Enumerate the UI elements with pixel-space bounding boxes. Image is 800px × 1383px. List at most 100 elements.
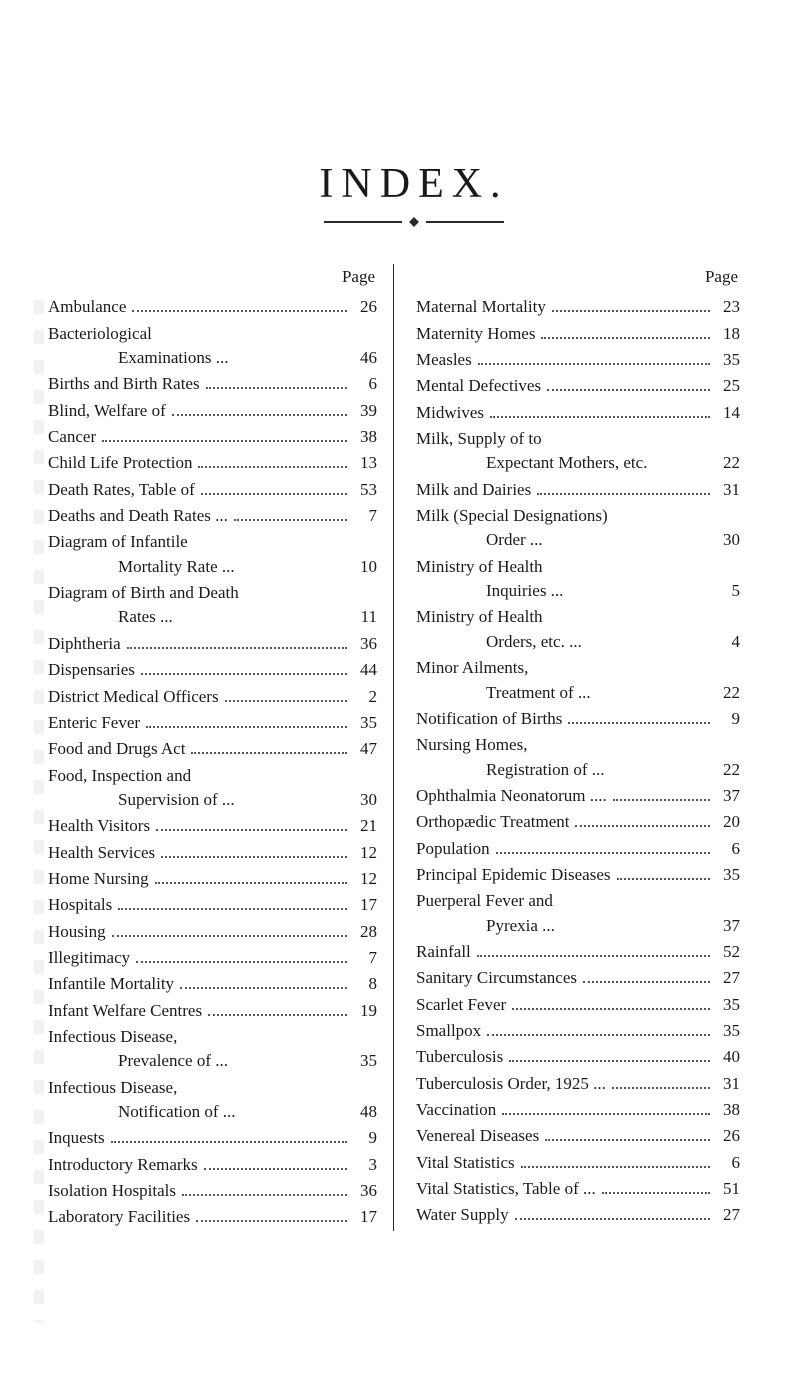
- index-entry: Vaccination38: [416, 1097, 740, 1123]
- index-entry-continuation-label: Examinations ...: [118, 345, 228, 371]
- index-entry: Principal Epidemic Diseases35: [416, 862, 740, 888]
- index-entry-page: 31: [714, 477, 740, 503]
- index-entry-page: 27: [714, 1202, 740, 1228]
- index-entry-page: 22: [714, 757, 740, 783]
- index-entry-page: 17: [351, 1204, 377, 1230]
- index-entry-continuation-label: Prevalence of ...: [118, 1048, 228, 1074]
- index-entry-continuation-label: Inquiries ...: [486, 578, 563, 604]
- index-entry: Health Visitors21: [48, 813, 377, 839]
- index-entry-page: 44: [351, 657, 377, 683]
- index-entry-label: Infectious Disease,: [48, 1024, 177, 1050]
- title-rule: [88, 214, 740, 232]
- index-entry: Deaths and Death Rates ...7: [48, 503, 377, 529]
- index-entry-page: 23: [714, 294, 740, 320]
- index-entry-label: Vital Statistics, Table of ...: [416, 1176, 596, 1202]
- index-entry-page: 13: [351, 450, 377, 476]
- index-entry-page: 31: [714, 1071, 740, 1097]
- index-entry: Isolation Hospitals36: [48, 1178, 377, 1204]
- index-entry-continuation-label: Rates ...: [118, 604, 173, 630]
- index-entry-label: Health Services: [48, 840, 155, 866]
- index-entry-page: 30: [714, 527, 740, 553]
- index-entry-page: 37: [714, 783, 740, 809]
- leader-dots: [204, 1154, 347, 1170]
- index-entry: Tuberculosis40: [416, 1044, 740, 1070]
- index-entry-label: Rainfall: [416, 939, 471, 965]
- index-entry: Venereal Diseases26: [416, 1123, 740, 1149]
- index-entry: Ministry of Health: [416, 554, 740, 580]
- index-entry-page: 6: [351, 371, 377, 397]
- leader-dots: [545, 1126, 710, 1142]
- index-entry-page: 35: [714, 1018, 740, 1044]
- index-entry-label: Births and Birth Rates: [48, 371, 200, 397]
- index-entry-page: 53: [351, 477, 377, 503]
- index-entry-continuation: Mortality Rate ...10: [118, 554, 377, 580]
- index-entry-label: Ophthalmia Neonatorum ....: [416, 783, 607, 809]
- index-entry: District Medical Officers2: [48, 684, 377, 710]
- leader-dots: [180, 974, 347, 990]
- leader-dots: [575, 812, 710, 828]
- leader-dots: [521, 1152, 710, 1168]
- index-column-right: Page Maternal Mortality23Maternity Homes…: [394, 264, 740, 1231]
- leader-dots: [512, 994, 710, 1010]
- index-entry: Tuberculosis Order, 1925 ...31: [416, 1071, 740, 1097]
- leader-dots: [161, 842, 347, 858]
- index-entry-page: 11: [351, 604, 377, 630]
- index-entry-page: 52: [714, 939, 740, 965]
- index-entry: Illegitimacy7: [48, 945, 377, 971]
- index-entry-page: 22: [714, 450, 740, 476]
- index-entry: Infectious Disease,: [48, 1024, 377, 1050]
- index-entry-page: 25: [714, 373, 740, 399]
- index-entry-label: Sanitary Circumstances: [416, 965, 577, 991]
- leader-dots: [127, 633, 347, 649]
- index-entry-page: 12: [351, 840, 377, 866]
- index-entry: Births and Birth Rates 6: [48, 371, 377, 397]
- leader-dots: [617, 864, 710, 880]
- index-entry-label: Midwives: [416, 400, 484, 426]
- index-entry-label: Notification of Births: [416, 706, 562, 732]
- leader-dots: [172, 400, 347, 416]
- index-entry-page: 37: [714, 913, 740, 939]
- index-entry: Milk, Supply of to: [416, 426, 740, 452]
- index-entry-page: 30: [351, 787, 377, 813]
- index-title: INDEX.: [88, 160, 740, 208]
- index-entry-continuation-label: Treatment of ...: [486, 680, 591, 706]
- index-entry: Orthopædic Treatment20: [416, 809, 740, 835]
- index-entry: Death Rates, Table of53: [48, 477, 377, 503]
- leader-dots: [182, 1180, 347, 1196]
- leader-dots: [141, 660, 347, 676]
- index-entry-continuation: Rates ... 11: [118, 604, 377, 630]
- index-entry-label: Ambulance: [48, 294, 126, 320]
- index-entry-label: Diphtheria: [48, 631, 121, 657]
- index-entry: Ministry of Health: [416, 604, 740, 630]
- index-entry-label: Ministry of Health: [416, 604, 543, 630]
- index-entry-label: Minor Ailments,: [416, 655, 528, 681]
- index-entry: Health Services 12: [48, 840, 377, 866]
- index-entry-label: Nursing Homes,: [416, 732, 527, 758]
- page-header-left: Page: [48, 264, 377, 290]
- index-entry-label: Mental Defectives: [416, 373, 541, 399]
- index-entry: Hospitals17: [48, 892, 377, 918]
- leader-dots: [234, 506, 347, 522]
- index-entry-page: 22: [714, 680, 740, 706]
- index-entry: Food, Inspection and: [48, 763, 377, 789]
- index-entry-page: 21: [351, 813, 377, 839]
- index-entry-page: 48: [351, 1099, 377, 1125]
- index-entry-page: 12: [351, 866, 377, 892]
- index-entry-label: Blind, Welfare of: [48, 398, 166, 424]
- index-entry-label: Bacteriological: [48, 321, 152, 347]
- index-entry-page: 8: [351, 971, 377, 997]
- index-entry: Introductory Remarks3: [48, 1152, 377, 1178]
- index-entry-page: 46: [351, 345, 377, 371]
- index-entry-label: Infantile Mortality: [48, 971, 174, 997]
- index-entry-page: 4: [714, 629, 740, 655]
- index-entry-page: 35: [714, 347, 740, 373]
- index-entry: Diagram of Birth and Death: [48, 580, 377, 606]
- index-entry: Population6: [416, 836, 740, 862]
- index-entry: Child Life Protection13: [48, 450, 377, 476]
- index-entry: Ophthalmia Neonatorum .... 37: [416, 783, 740, 809]
- index-entry-label: Water Supply: [416, 1202, 509, 1228]
- leader-dots: [568, 708, 710, 724]
- index-entry-label: Housing: [48, 919, 106, 945]
- leader-dots: [515, 1205, 710, 1221]
- index-entry-continuation-label: Supervision of ...: [118, 787, 235, 813]
